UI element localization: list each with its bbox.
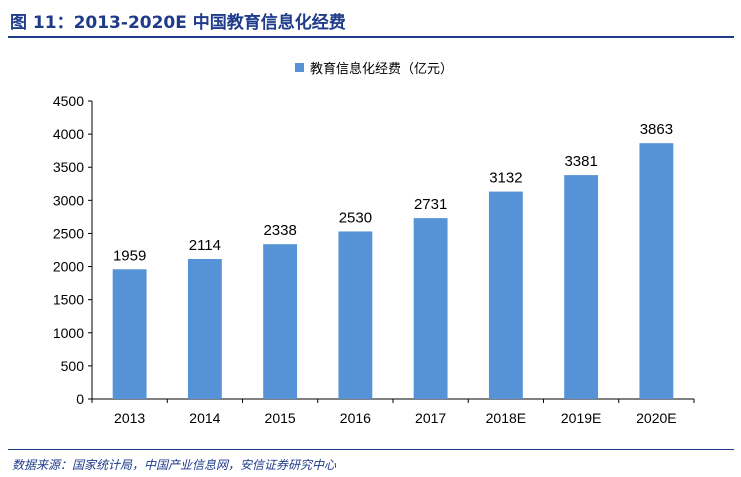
x-tick-label: 2018E [486,410,526,426]
y-tick-label: 1500 [53,292,84,308]
bar-chart: 0 500 1000 1500 2000 2500 3000 3500 4000 4500 1959… [53,93,695,426]
data-label: 3863 [640,121,673,138]
data-label: 1959 [113,247,146,264]
bar [639,143,674,399]
data-label: 3381 [564,153,597,170]
data-label: 2530 [339,209,372,226]
data-label: 2114 [189,237,221,254]
y-tick-label: 4000 [53,126,84,142]
x-tick-label: 2019E [561,410,601,426]
figure-source: 数据来源：国家统计局，中国产业信息网，安信证券研究中心 [12,458,337,472]
bar [263,244,298,399]
legend-swatch [295,63,304,72]
figure-title: 图 11：2013-2020E 中国教育信息化经费 [10,13,346,33]
title-rule [8,36,734,38]
y-tick-label: 3500 [53,159,84,175]
x-tick-label: 2013 [114,410,145,426]
data-label: 3132 [489,170,522,187]
bar [488,191,523,399]
bar [338,231,373,399]
x-tick-label: 2016 [340,410,371,426]
y-tick-label: 2000 [53,259,84,275]
bar [413,218,448,399]
y-tick-label: 0 [76,391,84,407]
y-tick-label: 4500 [53,93,84,109]
y-tick-label: 1000 [53,325,84,341]
x-tick-label: 2015 [265,410,296,426]
chart-legend: 教育信息化经费（亿元） [295,58,453,77]
data-label: 2338 [263,222,296,239]
y-tick-label: 500 [61,358,85,374]
x-tick-label: 2014 [189,410,220,426]
bar [112,269,147,399]
y-tick-label: 2500 [53,225,84,241]
y-tick-label: 3000 [53,192,84,208]
bar [187,259,222,399]
x-tick-label: 2020E [636,410,676,426]
data-label: 2731 [414,196,447,213]
source-rule [8,449,734,450]
bar [564,175,599,399]
x-tick-label: 2017 [415,410,446,426]
legend-label: 教育信息化经费（亿元） [310,62,454,77]
